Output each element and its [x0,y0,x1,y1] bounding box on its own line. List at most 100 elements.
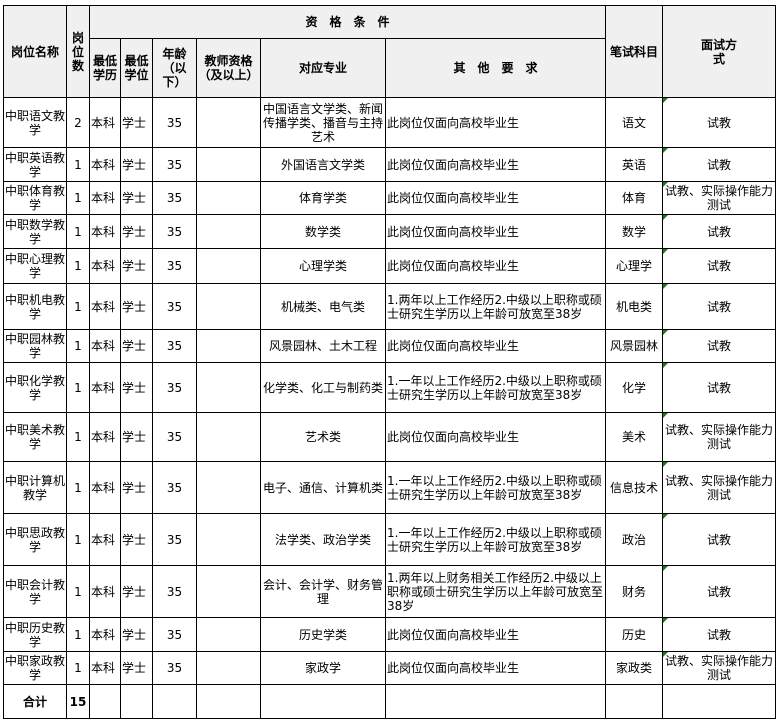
other-requirements-cell-text: 此岗位仅面向高校毕业生 [387,259,520,273]
interview-cell-text: 试教 [706,339,731,353]
position-name-cell-text: 中职美术教学 [5,423,66,451]
education-cell-text: 本科 [91,532,116,547]
education-cell: 本科 [89,329,121,363]
position-name-cell-text: 中职心理教学 [5,252,66,280]
major-cell-text: 电子、通信、计算机类 [262,480,383,495]
written-subject-cell-text: 心理学 [615,259,652,273]
table-row: 中职英语教学 1 本科 学士 35 外国语言文学类 此岗位仅面向高校毕业生 英语 试教 [3,147,776,182]
education-cell-text: 本科 [91,430,116,444]
count-cell: 1 [66,283,90,330]
degree-cell: 学士 [120,412,153,462]
interview-cell: 试教 [662,362,776,413]
other-requirements-cell: 此岗位仅面向高校毕业生 [385,617,606,652]
count-cell: 1 [66,461,90,514]
major-cell: 心理学类 [260,248,386,284]
count-cell: 1 [66,329,90,363]
position-name-cell: 中职体育教学 [3,181,67,215]
age-cell-text: 35 [166,157,183,172]
degree-cell: 学士 [120,362,153,413]
degree-cell-text: 学士 [122,380,147,395]
education-cell: 本科 [89,565,121,618]
education-cell: 本科 [89,147,121,182]
position-name-cell: 中职会计教学 [3,565,67,618]
header-other: 其 他 要 求 [385,38,606,98]
count-cell: 1 [66,513,90,566]
degree-cell: 学士 [120,461,153,514]
education-cell: 本科 [89,362,121,413]
table-row: 中职计算机教学 1 本科 学士 35 电子、通信、计算机类 1.一年以上工作经历2.中级以上… [3,461,776,514]
age-cell-text: 35 [166,584,183,599]
written-subject-cell: 美术 [605,412,663,462]
degree-cell-text: 学士 [122,224,147,239]
other-requirements-cell-text: 此岗位仅面向高校毕业生 [387,627,520,642]
interview-cell: 试教、实际操作能力测试 [662,651,776,685]
other-requirements-cell: 此岗位仅面向高校毕业生 [385,248,606,284]
education-cell: 本科 [89,617,121,652]
empty-cell [152,684,197,719]
major-cell: 外国语言文学类 [260,147,386,182]
table-row: 中职会计教学 1 本科 学士 35 会计、会计学、财务管理 1.两年以上财务相关工作经历2.… [3,565,776,618]
written-subject-cell: 风景园林 [605,329,663,363]
major-cell-text: 法学类、政治学类 [274,532,371,547]
interview-cell-text: 试教 [706,380,731,395]
count-cell-text: 1 [74,157,82,172]
written-subject-cell: 政治 [605,513,663,566]
major-cell-text: 家政学 [304,661,341,675]
count-cell-text: 1 [74,224,82,239]
major-cell: 历史学类 [260,617,386,652]
degree-cell: 学士 [120,565,153,618]
degree-cell: 学士 [120,329,153,363]
written-subject-cell-text: 历史 [621,627,646,642]
age-cell: 35 [152,214,197,249]
degree-cell-text: 学士 [122,157,147,172]
position-name-cell: 中职园林教学 [3,329,67,363]
interview-cell: 试教 [662,565,776,618]
education-cell: 本科 [89,412,121,462]
header-qualifications: 资 格 条 件 [89,5,606,39]
teacher-cert-cell [196,651,261,685]
other-requirements-cell-text: 1.两年以上财务相关工作经历2.中级以上职称或硕士研究生学历以上年龄可放宽至38… [387,570,604,613]
comment-marker-icon [663,413,668,418]
interview-cell: 试教、实际操作能力测试 [662,412,776,462]
degree-cell: 学士 [120,617,153,652]
written-subject-cell-text: 信息技术 [609,480,658,495]
age-cell-text: 35 [166,661,183,675]
interview-cell: 试教 [662,248,776,284]
header-position-name: 岗位名称 [3,5,67,98]
count-cell-text: 1 [74,339,82,353]
written-subject-cell-text: 财务 [621,584,646,599]
education-cell-text: 本科 [91,584,116,599]
major-cell: 风景园林、土木工程 [260,329,386,363]
education-cell: 本科 [89,513,121,566]
education-cell-text: 本科 [91,380,116,395]
comment-marker-icon [663,215,668,220]
written-subject-cell-text: 数学 [621,224,646,239]
position-name-cell-text: 中职会计教学 [5,577,66,606]
table-row: 中职历史教学 1 本科 学士 35 历史学类 此岗位仅面向高校毕业生 历史 试教 [3,617,776,652]
other-requirements-cell-text: 此岗位仅面向高校毕业生 [387,661,520,675]
recruitment-table: 岗位名称 岗位数 资 格 条 件 笔试科目 面试方式 最低学历 最低学位 年龄（… [3,5,776,719]
position-name-cell-text: 中职数学教学 [5,217,66,246]
written-subject-cell-text: 英语 [621,157,646,172]
total-count: 15 [66,684,90,719]
interview-cell-text: 试教、实际操作能力测试 [664,654,773,682]
table-row: 中职体育教学 1 本科 学士 35 体育学类 此岗位仅面向高校毕业生 体育 试教、实际操作能力测… [3,181,776,215]
teacher-cert-cell [196,412,261,462]
other-requirements-cell: 1.两年以上工作经历2.中级以上职称或硕士研究生学历以上年龄可放宽至38岁 [385,283,606,330]
comment-marker-icon [663,98,668,103]
teacher-cert-cell [196,181,261,215]
table-row: 中职思政教学 1 本科 学士 35 法学类、政治学类 1.一年以上工作经历2.中级以上职称或… [3,513,776,566]
header-teacher-cert: 教师资格（及以上） [196,38,261,98]
count-cell: 1 [66,181,90,215]
degree-cell: 学士 [120,97,153,148]
degree-cell: 学士 [120,248,153,284]
written-subject-cell-text: 体育 [621,191,646,205]
age-cell-text: 35 [166,115,183,130]
header-min-degree: 最低学位 [120,38,153,98]
major-cell-text: 数学类 [304,224,341,239]
education-cell-text: 本科 [91,480,116,495]
other-requirements-cell: 此岗位仅面向高校毕业生 [385,147,606,182]
age-cell-text: 35 [166,627,183,642]
age-cell: 35 [152,412,197,462]
education-cell: 本科 [89,248,121,284]
